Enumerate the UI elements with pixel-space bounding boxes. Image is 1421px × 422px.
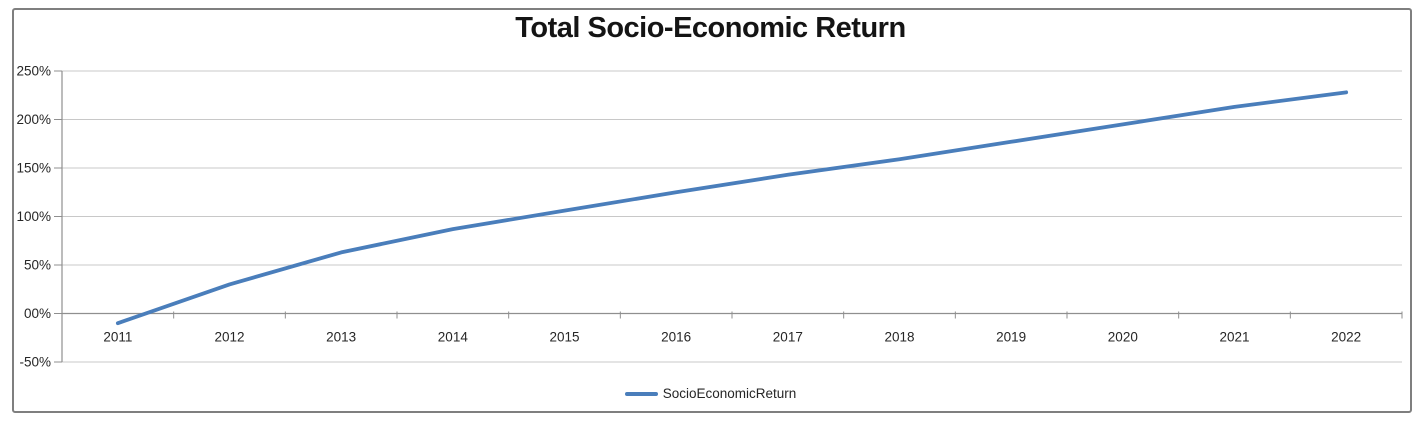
x-axis-label: 2014	[438, 330, 469, 345]
legend: SocioEconomicReturn	[0, 385, 1421, 402]
x-axis-label: 2016	[661, 330, 691, 345]
legend-line-marker-icon	[624, 391, 658, 396]
x-axis-label: 2015	[549, 330, 579, 345]
y-axis-label: 150%	[16, 161, 51, 176]
y-axis-label: 200%	[16, 112, 51, 127]
x-axis-label: 2022	[1331, 330, 1361, 345]
y-axis-label: 250%	[16, 64, 51, 79]
x-axis-label: 2020	[1108, 330, 1138, 345]
y-axis-label: 100%	[16, 209, 51, 224]
y-axis-label: -50%	[19, 355, 51, 370]
x-axis-label: 2011	[103, 330, 132, 345]
y-axis-label: 50%	[24, 258, 51, 273]
series-line-socioeconomicreturn	[115, 90, 1349, 326]
x-axis-label: 2017	[773, 330, 803, 345]
chart-border-frame	[12, 8, 1412, 413]
x-axis-label: 2019	[996, 330, 1026, 345]
x-axis-label: 2012	[214, 330, 244, 345]
chart-title: Total Socio-Economic Return	[515, 12, 906, 44]
y-axis-label: 00%	[24, 306, 51, 321]
x-axis-label: 2013	[326, 330, 356, 345]
x-axis-label: 2018	[884, 330, 914, 345]
legend-series-label: SocioEconomicReturn	[662, 386, 797, 401]
x-axis-label: 2021	[1219, 330, 1249, 345]
